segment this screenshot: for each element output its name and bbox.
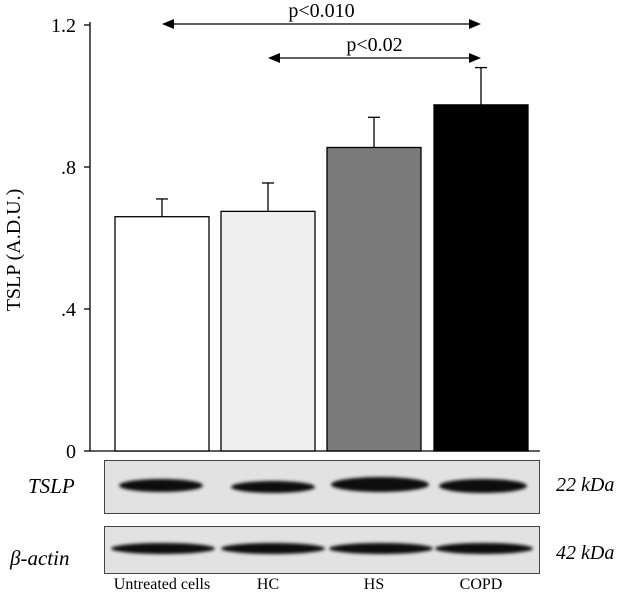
y-tick-label: 1.2 <box>51 15 76 37</box>
arrowhead-right <box>469 53 481 63</box>
blot-label-beta-actin: β-actin <box>10 546 70 570</box>
blot-band <box>231 481 315 493</box>
bar <box>114 216 210 452</box>
x-tick-label: HS <box>363 576 385 593</box>
blot-band <box>435 543 533 554</box>
chart-error-bars <box>156 66 487 217</box>
y-tick-label: .8 <box>61 157 76 179</box>
bar <box>433 104 529 452</box>
blot-band <box>329 543 433 554</box>
blot-panel-beta-actin <box>104 526 540 574</box>
chart-bars <box>114 104 529 452</box>
blot-band <box>331 477 429 492</box>
x-tick-label: HC <box>256 576 280 593</box>
blot-panel-tslp <box>104 460 540 514</box>
y-tick-label: .4 <box>61 299 76 321</box>
blot-band <box>111 543 215 554</box>
y-tick-label: 0 <box>66 441 76 463</box>
p-value-label: p<0.02 <box>346 34 402 56</box>
significance-brackets: p<0.010 p<0.02 <box>162 0 481 63</box>
x-tick-label: COPD <box>459 576 503 593</box>
blot-band <box>119 479 203 492</box>
blot-band <box>439 479 527 493</box>
blot-band <box>221 543 325 554</box>
arrowhead-left <box>162 19 174 29</box>
blot-label-tslp: TSLP <box>28 474 75 498</box>
bar <box>220 210 316 452</box>
blot-size-beta-actin: 42 kDa <box>556 542 615 564</box>
y-axis-label: TSLP (A.D.U.) <box>3 189 25 312</box>
x-tick-label: Untreated cells <box>113 576 211 593</box>
blot-size-tslp: 22 kDa <box>556 474 615 496</box>
p-value-label: p<0.010 <box>288 0 354 22</box>
arrowhead-right <box>469 19 481 29</box>
arrowhead-left <box>268 53 280 63</box>
bar <box>326 146 422 452</box>
